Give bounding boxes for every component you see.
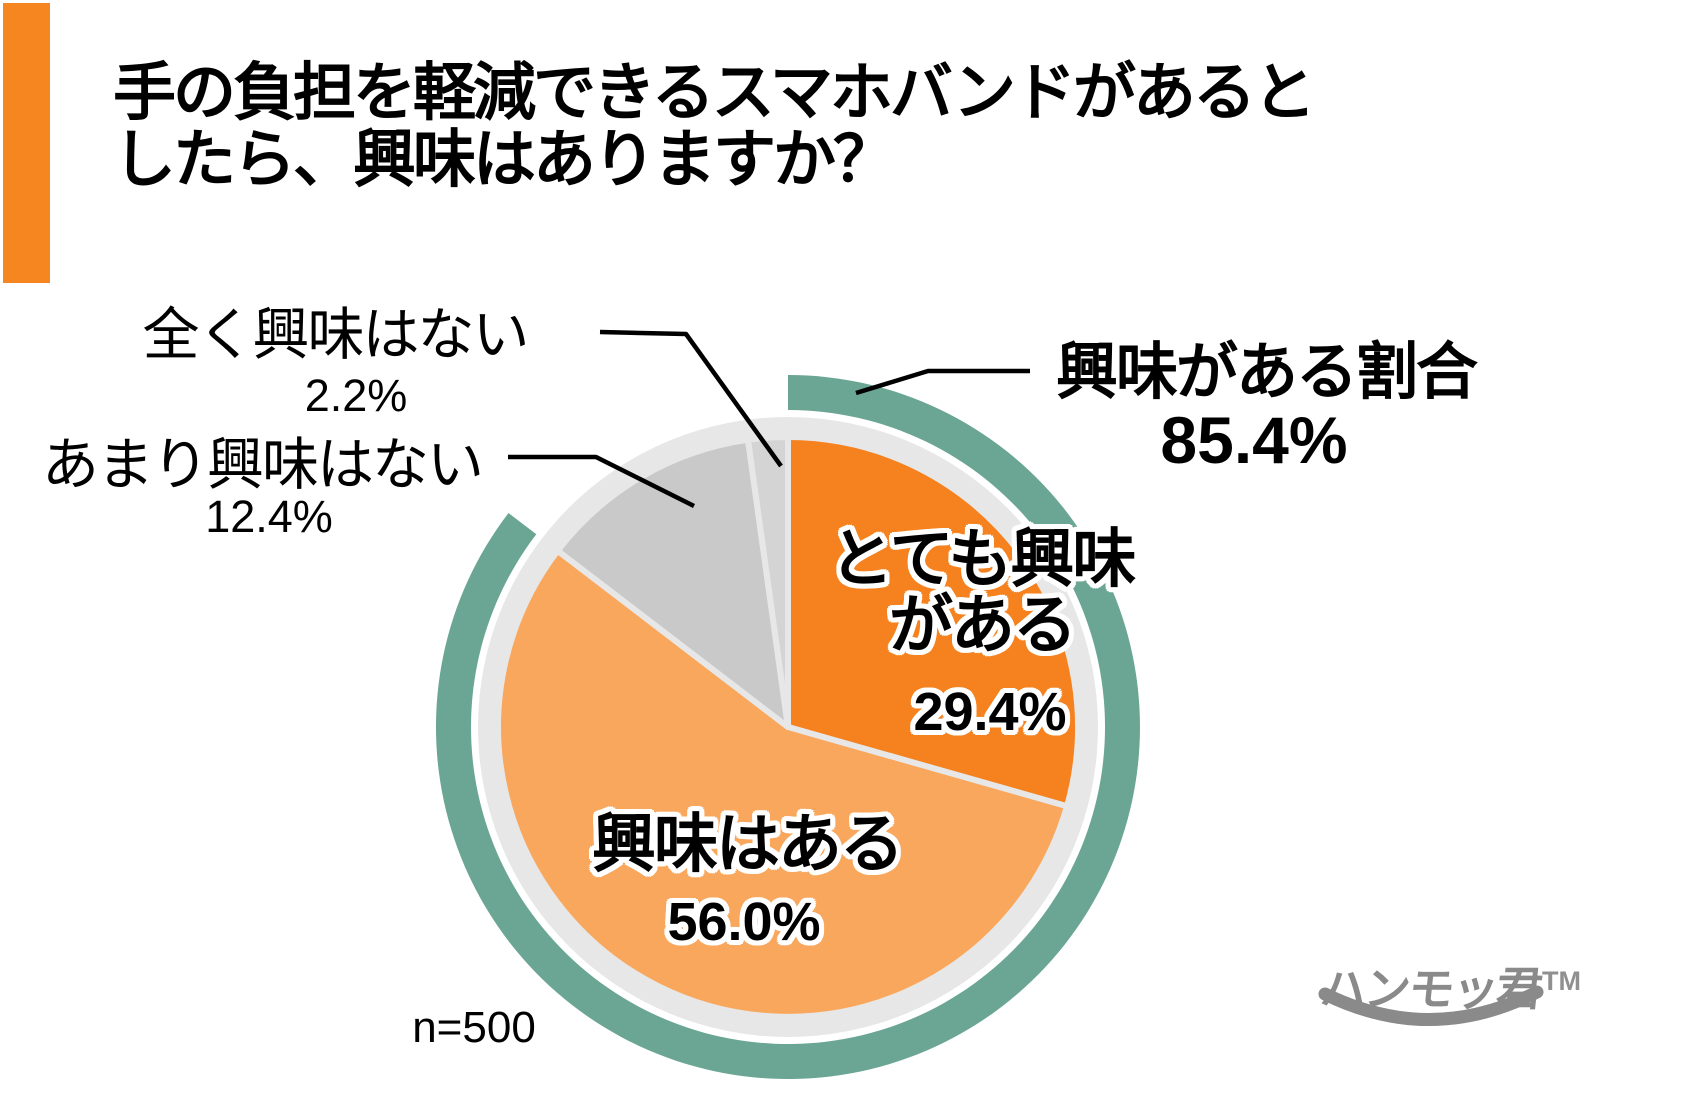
pie-slice-1 (495, 547, 1070, 1020)
label-interested: 興味はある (592, 808, 904, 880)
pct-very-interested: 29.4% (913, 682, 1067, 742)
title-line-1: 手の負担を軽減できるスマホバンドがあると (113, 58, 1316, 128)
leader-line-highlight (855, 368, 1030, 396)
brand-logo: ハンモッ君 TM (1318, 963, 1581, 1026)
pie-slice-0 (785, 434, 1081, 810)
pct-interested: 56.0% (667, 892, 821, 952)
accent-bar (3, 3, 50, 283)
pie-slice-2 (554, 436, 791, 730)
pie-slice-3 (745, 434, 791, 730)
label-not-very-interested: あまり興味はない (42, 433, 484, 497)
pct-interested-share: 85.4% (1160, 403, 1348, 477)
pct-not-very-interested: 12.4% (205, 491, 333, 542)
logo-swoosh-icon (1318, 985, 1544, 1026)
label-not-at-all-interested: 全く興味はない (142, 303, 530, 367)
title-line-2: したら、興味はありますか？ (113, 124, 896, 195)
label-very-interested-line1: とても興味 (829, 523, 1137, 595)
logo-trademark: TM (1542, 966, 1581, 996)
leader-line-not-at-all (599, 329, 783, 468)
label-interested-share: 興味がある割合 (1055, 338, 1478, 407)
page-title: 手の負担を軽減できるスマホバンドがあると したら、興味はありますか？ (113, 58, 1316, 195)
logo-text: ハンモッ君 (1318, 963, 1544, 1015)
label-very-interested-line2: がある (889, 589, 1077, 661)
leader-line-not-very (508, 454, 696, 509)
pct-not-at-all-interested: 2.2% (304, 370, 408, 421)
sample-size-label: n=500 (412, 1003, 536, 1052)
